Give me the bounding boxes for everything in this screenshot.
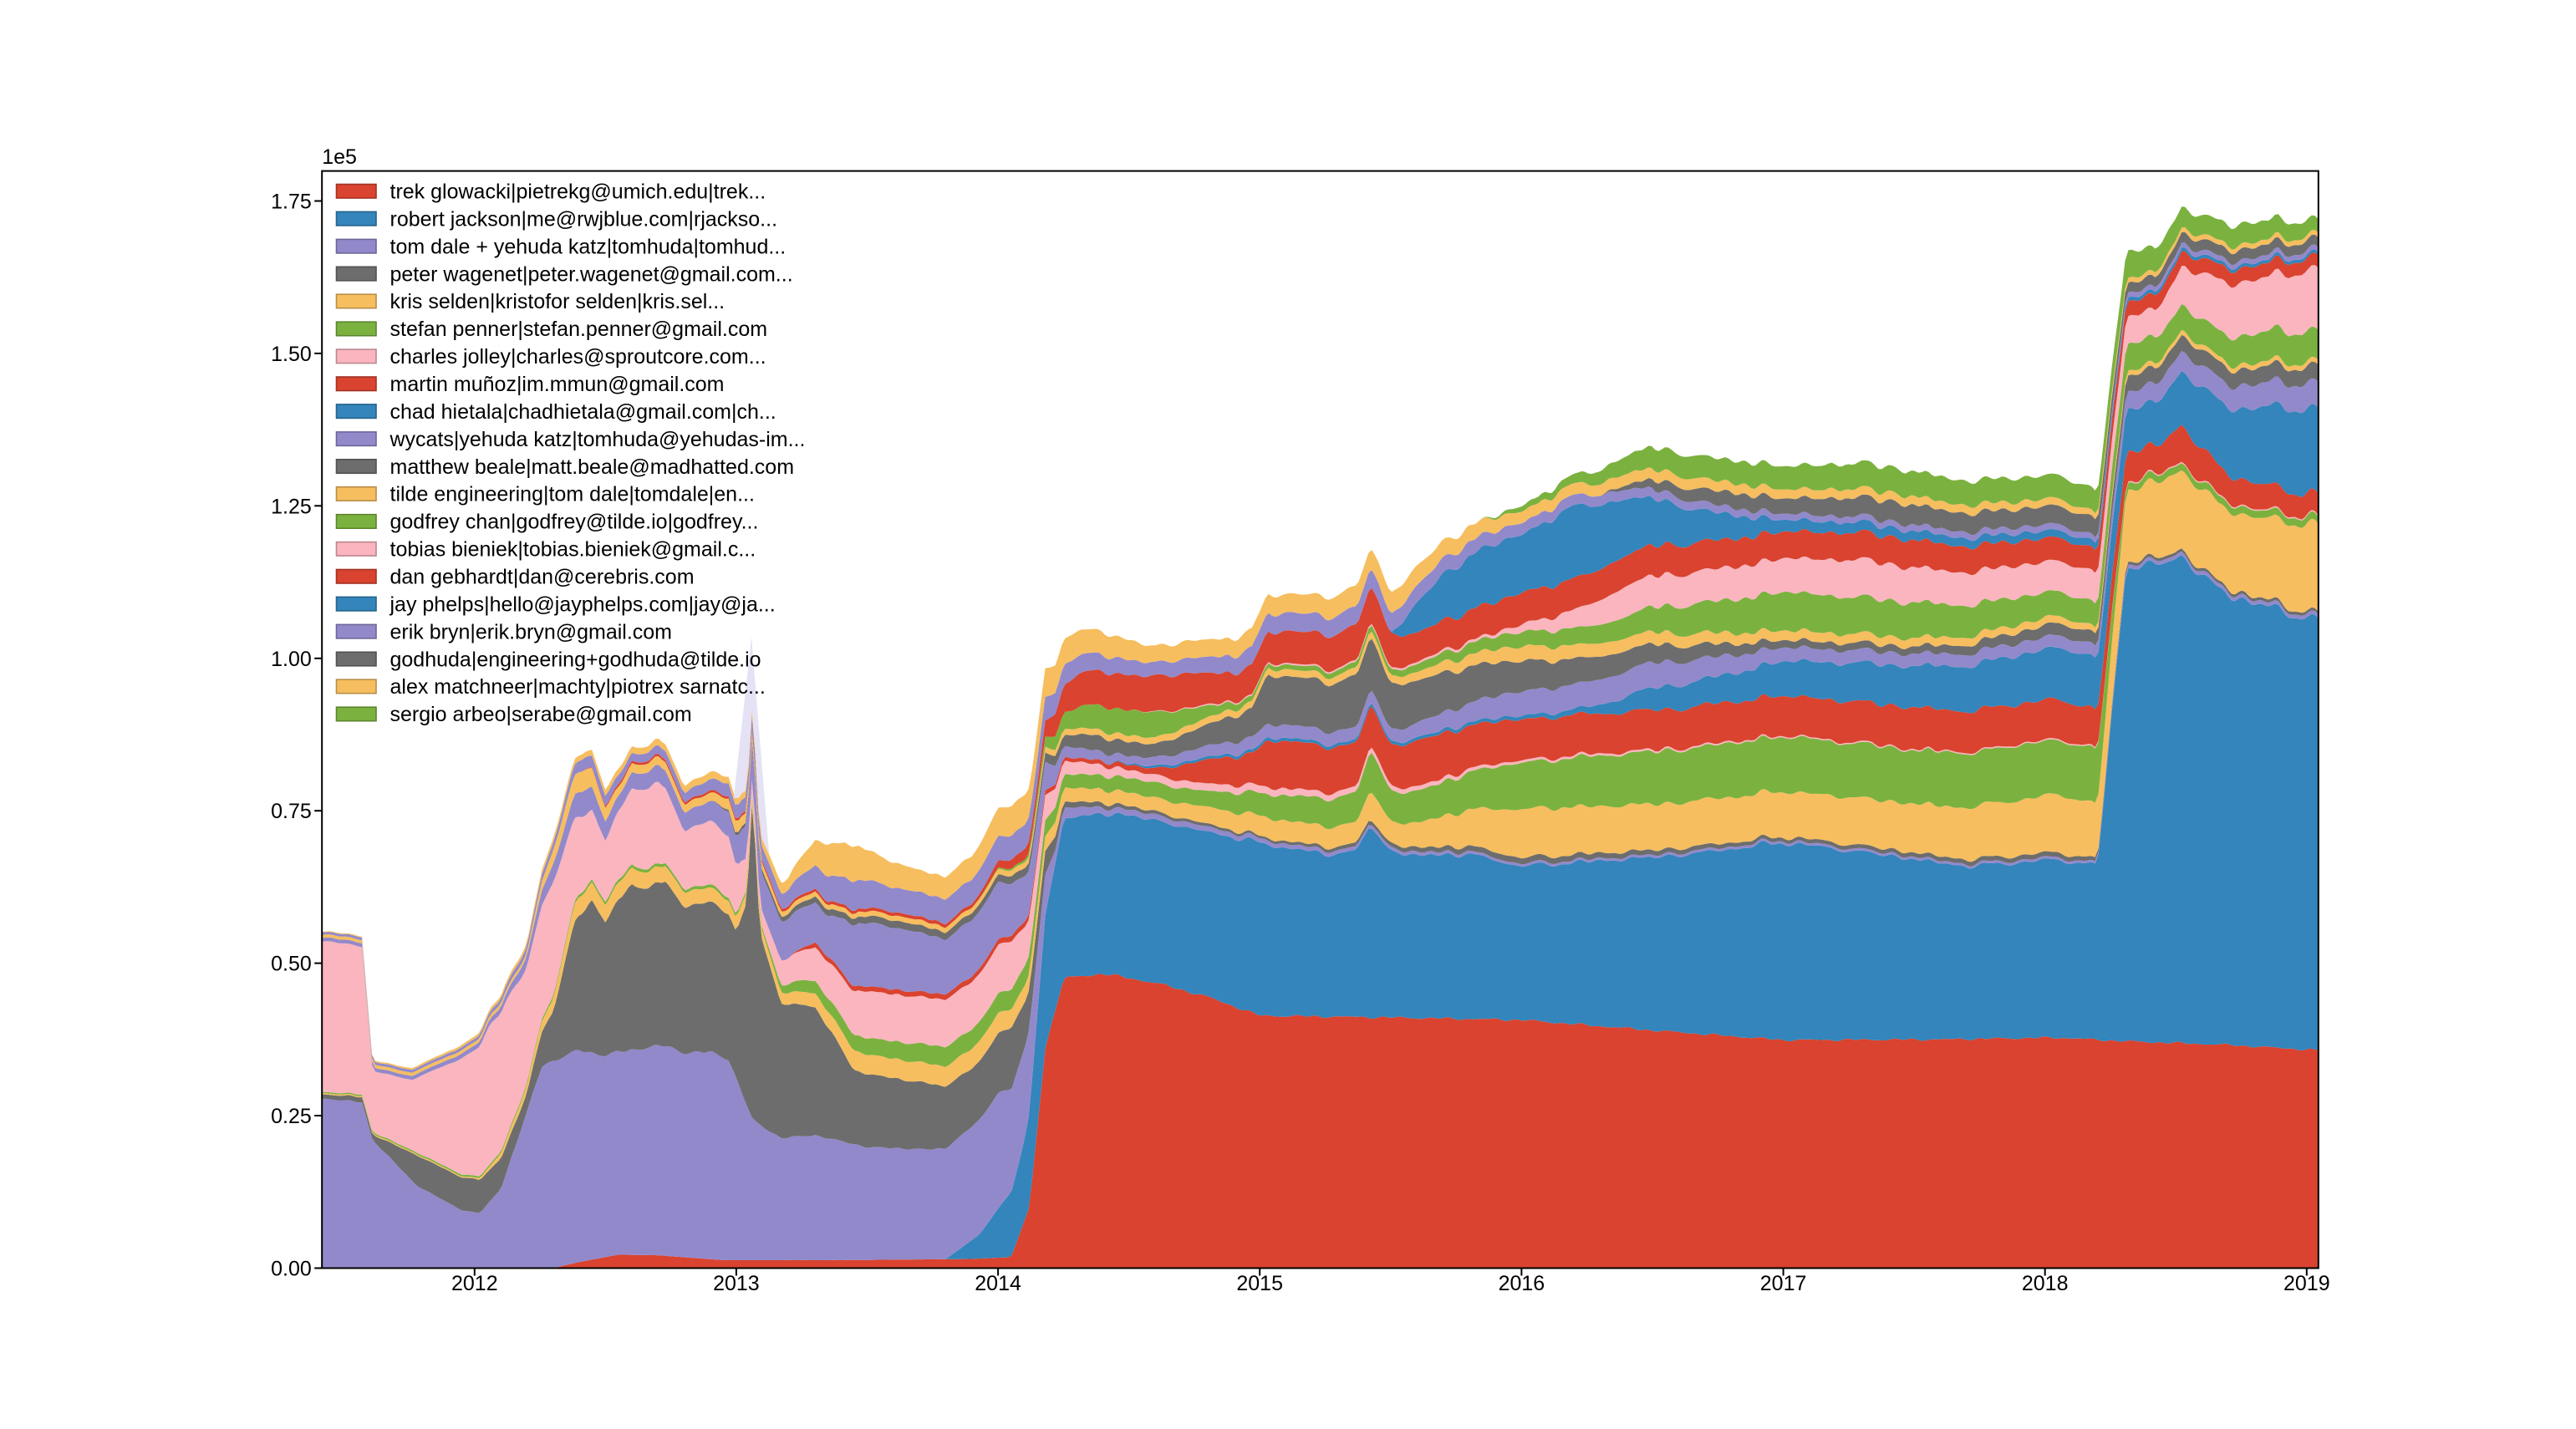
svg-text:chad hietala|chadhietala@gmail: chad hietala|chadhietala@gmail.com|ch... [390,400,776,424]
svg-text:1.75: 1.75 [271,191,312,214]
svg-text:sergio arbeo|serabe@gmail.com: sergio arbeo|serabe@gmail.com [390,703,692,726]
svg-text:0.25: 0.25 [271,1105,312,1128]
svg-text:tobias bieniek|tobias.bieniek@: tobias bieniek|tobias.bieniek@gmail.c... [390,538,756,562]
svg-text:1.25: 1.25 [271,495,312,518]
svg-text:0.50: 0.50 [271,953,312,976]
svg-text:2016: 2016 [1499,1272,1545,1295]
svg-text:0.00: 0.00 [271,1258,312,1281]
svg-text:2015: 2015 [1236,1272,1283,1295]
svg-text:2019: 2019 [2283,1272,2330,1295]
svg-text:2018: 2018 [2022,1272,2069,1295]
svg-text:peter wagenet|peter.wagenet@gm: peter wagenet|peter.wagenet@gmail.com... [390,262,793,286]
svg-text:2012: 2012 [451,1272,498,1295]
svg-text:tilde engineering|tom dale|tom: tilde engineering|tom dale|tomdale|en... [390,483,755,506]
svg-text:godhuda|engineering+godhuda@ti: godhuda|engineering+godhuda@tilde.io [390,648,761,671]
svg-text:matthew beale|matt.beale@madha: matthew beale|matt.beale@madhatted.com [390,455,795,479]
svg-text:jay phelps|hello@jayphelps.com: jay phelps|hello@jayphelps.com|jay@ja... [389,592,776,616]
svg-text:trek glowacki|pietrekg@umich.e: trek glowacki|pietrekg@umich.edu|trek... [390,181,766,204]
svg-text:1.00: 1.00 [271,648,312,671]
svg-text:kris selden|kristofor selden|k: kris selden|kristofor selden|kris.sel... [390,290,725,313]
svg-text:charles jolley|charles@sproutc: charles jolley|charles@sproutcore.com... [390,345,766,369]
svg-text:dan gebhardt|dan@cerebris.com: dan gebhardt|dan@cerebris.com [390,566,695,589]
svg-text:godfrey chan|godfrey@tilde.io|: godfrey chan|godfrey@tilde.io|godfrey... [390,511,759,534]
svg-text:wycats|yehuda katz|tomhuda@yeh: wycats|yehuda katz|tomhuda@yehudas-im... [389,428,806,451]
svg-text:1e5: 1e5 [322,145,357,169]
svg-text:2014: 2014 [975,1272,1021,1295]
svg-text:alex matchneer|machty|piotrex: alex matchneer|machty|piotrex sarnatc... [390,675,766,699]
svg-text:0.75: 0.75 [271,800,312,823]
svg-text:1.50: 1.50 [271,343,312,366]
svg-text:tom dale + yehuda katz|tomhuda: tom dale + yehuda katz|tomhuda|tomhud... [390,235,787,258]
svg-text:martin muñoz|im.mmun@gmail.com: martin muñoz|im.mmun@gmail.com [390,373,725,396]
svg-text:erik bryn|erik.bryn@gmail.com: erik bryn|erik.bryn@gmail.com [390,620,673,643]
svg-text:robert jackson|me@rwjblue.com|: robert jackson|me@rwjblue.com|rjackso... [390,207,778,231]
svg-text:stefan penner|stefan.penner@gm: stefan penner|stefan.penner@gmail.com [390,318,768,341]
svg-text:2013: 2013 [713,1272,760,1295]
svg-text:2017: 2017 [1760,1272,1807,1295]
